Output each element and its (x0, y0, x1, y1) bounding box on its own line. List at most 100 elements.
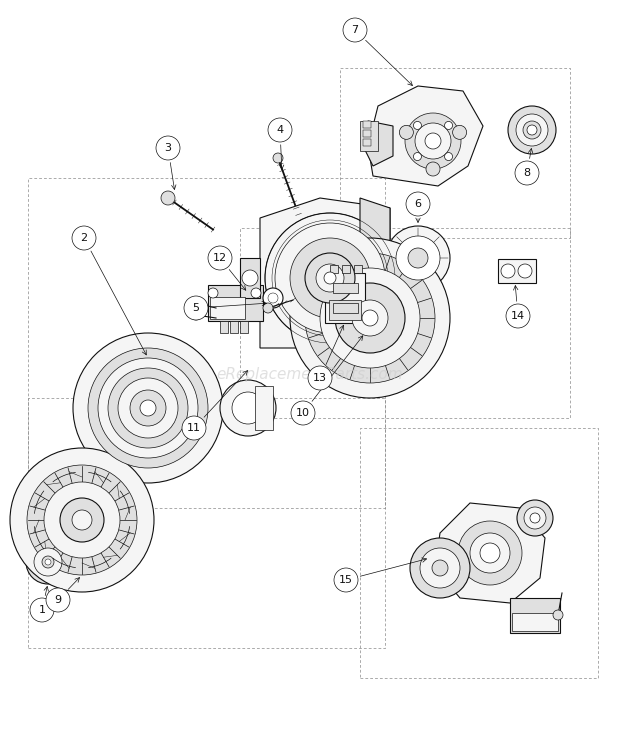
Circle shape (290, 238, 370, 318)
Circle shape (524, 507, 546, 529)
Text: 13: 13 (313, 373, 327, 383)
Polygon shape (363, 121, 393, 166)
Polygon shape (368, 86, 483, 186)
Circle shape (208, 288, 218, 298)
Circle shape (523, 121, 541, 139)
FancyBboxPatch shape (363, 139, 371, 146)
Circle shape (445, 121, 453, 129)
Circle shape (508, 106, 556, 154)
Circle shape (516, 114, 548, 146)
Circle shape (220, 380, 276, 436)
Polygon shape (260, 198, 390, 348)
Text: 9: 9 (55, 595, 61, 605)
Text: 14: 14 (511, 311, 525, 321)
Circle shape (334, 568, 358, 592)
Circle shape (27, 465, 137, 575)
Circle shape (72, 510, 92, 530)
Circle shape (263, 288, 283, 308)
FancyBboxPatch shape (333, 283, 358, 293)
Circle shape (98, 358, 198, 458)
Circle shape (268, 293, 278, 303)
Circle shape (420, 548, 460, 588)
Circle shape (156, 136, 180, 160)
Circle shape (191, 310, 201, 320)
Circle shape (320, 268, 420, 368)
Circle shape (190, 297, 202, 309)
Text: 6: 6 (415, 199, 422, 209)
Circle shape (118, 378, 178, 438)
FancyBboxPatch shape (240, 321, 248, 333)
Circle shape (352, 300, 388, 336)
FancyBboxPatch shape (512, 613, 558, 631)
Circle shape (553, 610, 563, 620)
Circle shape (406, 192, 430, 216)
Circle shape (530, 513, 540, 523)
FancyBboxPatch shape (329, 300, 361, 320)
FancyBboxPatch shape (208, 285, 263, 321)
Text: eReplacementParts.com: eReplacementParts.com (216, 367, 404, 381)
Circle shape (308, 366, 332, 390)
Circle shape (399, 126, 414, 139)
Circle shape (161, 191, 175, 205)
FancyBboxPatch shape (220, 321, 228, 333)
FancyBboxPatch shape (333, 303, 358, 313)
Text: 8: 8 (523, 168, 531, 178)
Circle shape (242, 270, 258, 286)
Circle shape (458, 521, 522, 585)
Circle shape (396, 236, 440, 280)
Circle shape (232, 392, 264, 424)
Circle shape (432, 560, 448, 576)
Circle shape (130, 390, 166, 426)
Circle shape (268, 118, 292, 142)
Circle shape (73, 333, 223, 483)
FancyBboxPatch shape (325, 273, 365, 323)
Circle shape (501, 264, 515, 278)
Circle shape (140, 400, 156, 416)
Text: 4: 4 (277, 125, 283, 135)
Circle shape (445, 153, 453, 161)
Text: 10: 10 (296, 408, 310, 418)
Circle shape (208, 246, 232, 270)
Text: 7: 7 (352, 25, 358, 35)
Circle shape (291, 401, 315, 425)
Circle shape (453, 126, 467, 139)
Circle shape (515, 161, 539, 185)
Circle shape (305, 253, 355, 303)
Circle shape (425, 133, 441, 149)
Circle shape (265, 213, 395, 343)
FancyBboxPatch shape (330, 265, 338, 273)
Polygon shape (360, 198, 390, 348)
Circle shape (290, 238, 450, 398)
Circle shape (263, 303, 273, 313)
Text: 11: 11 (187, 423, 201, 433)
FancyBboxPatch shape (354, 265, 362, 273)
Polygon shape (435, 503, 545, 603)
Text: 12: 12 (213, 253, 227, 263)
Circle shape (108, 368, 188, 448)
Text: 5: 5 (192, 303, 200, 313)
Circle shape (506, 304, 530, 328)
Text: 3: 3 (164, 143, 172, 153)
Circle shape (10, 448, 154, 592)
FancyBboxPatch shape (230, 321, 238, 333)
Circle shape (45, 559, 51, 565)
FancyBboxPatch shape (363, 130, 371, 137)
Circle shape (405, 113, 461, 169)
Circle shape (316, 264, 344, 292)
Circle shape (251, 288, 261, 298)
Circle shape (305, 253, 435, 383)
Circle shape (386, 226, 450, 290)
Circle shape (335, 283, 405, 353)
FancyBboxPatch shape (342, 265, 350, 273)
Circle shape (527, 125, 537, 135)
Circle shape (410, 538, 470, 598)
Circle shape (30, 598, 54, 622)
Circle shape (324, 272, 336, 284)
FancyBboxPatch shape (210, 297, 245, 319)
Text: 15: 15 (339, 575, 353, 585)
Circle shape (426, 162, 440, 176)
Circle shape (44, 482, 120, 558)
FancyBboxPatch shape (363, 121, 371, 128)
FancyBboxPatch shape (255, 386, 273, 430)
Circle shape (60, 498, 104, 542)
